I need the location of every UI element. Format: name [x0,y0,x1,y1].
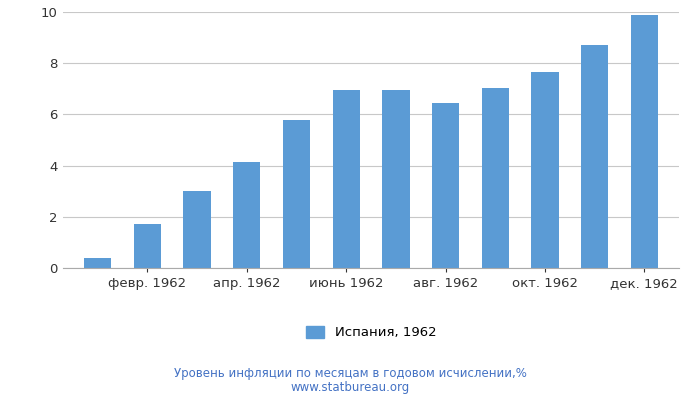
Legend: Испания, 1962: Испания, 1962 [306,326,436,339]
Bar [631,14,658,268]
Text: Уровень инфляции по месяцам в годовом исчислении,%: Уровень инфляции по месяцам в годовом ис… [174,367,526,380]
Bar [531,72,559,268]
Bar [482,88,509,268]
Bar [283,120,310,268]
Bar [332,90,360,268]
Bar [382,90,410,268]
Bar [233,162,260,268]
Text: www.statbureau.org: www.statbureau.org [290,381,410,394]
Bar [183,191,211,268]
Bar [134,224,161,268]
Bar [581,45,608,268]
Bar [432,103,459,268]
Bar [84,258,111,268]
